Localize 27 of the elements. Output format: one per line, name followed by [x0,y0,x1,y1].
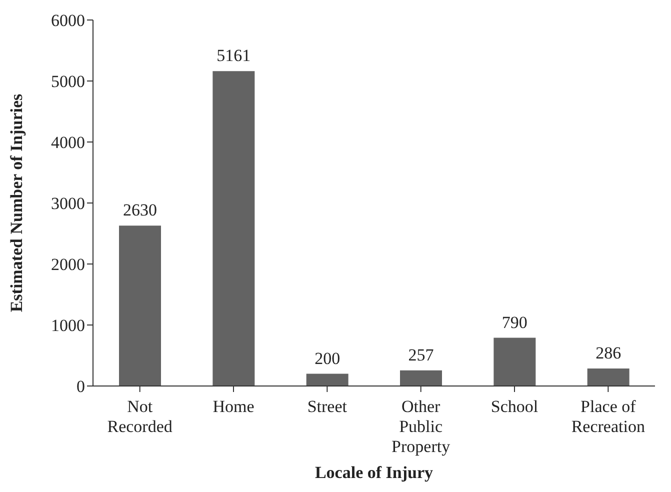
data-label: 257 [408,345,434,364]
x-tick-label: Home [212,397,254,416]
data-label: 200 [314,348,340,368]
data-label: 286 [596,344,622,363]
y-tick-label: 6000 [51,11,85,30]
y-tick-label: 1000 [51,316,85,336]
x-tick-label: Street [307,397,348,416]
x-tick-label: Place of Recreation [571,397,646,436]
y-tick-label: 3000 [51,194,85,214]
bar [494,338,536,386]
bar [119,226,161,386]
y-tick-label: 4000 [51,133,85,152]
y-tick-label: 2000 [51,255,85,274]
x-tick-label: School [490,397,538,416]
data-label: 2630 [123,200,157,220]
data-label: 790 [502,312,528,332]
data-label: 5161 [216,46,251,66]
bar [306,374,348,386]
bar [400,370,442,386]
x-tick-label: Other Public Property [392,397,451,456]
x-axis-title: Locale of Injury [314,463,434,482]
x-tick-label: Not Recorded [107,397,173,436]
bar [587,368,630,386]
y-tick-label: 5000 [51,72,85,92]
y-axis-title: Estimated Number of Injuries [7,93,26,312]
bar [212,71,255,386]
y-tick-label: 0 [76,377,85,396]
